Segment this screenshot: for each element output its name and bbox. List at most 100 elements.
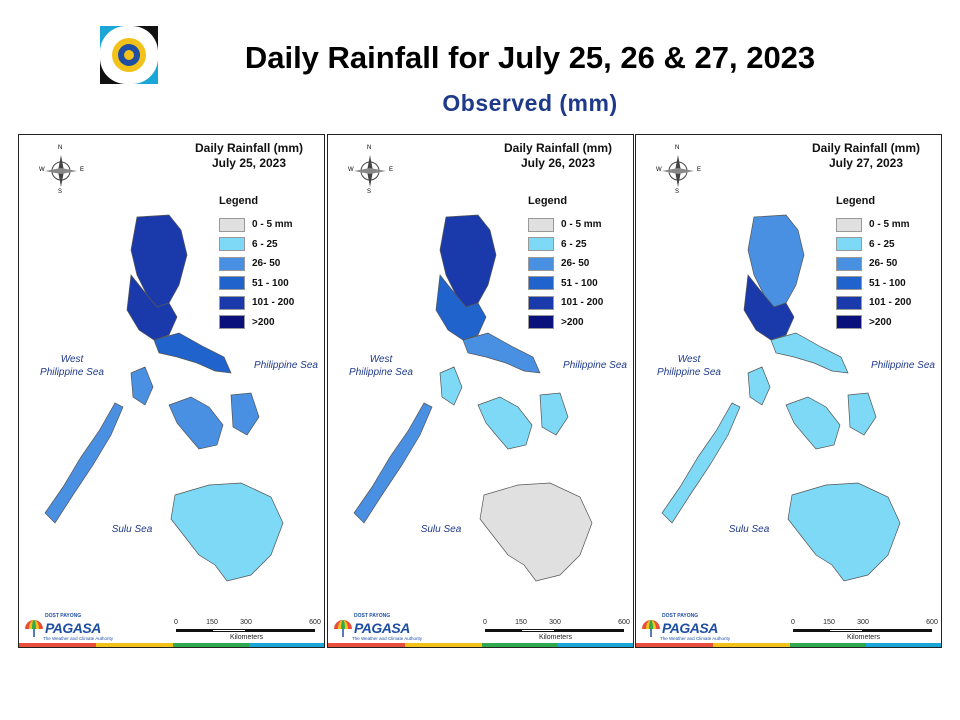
brand-tagline: The Weather and Climate Authority	[660, 636, 730, 641]
legend-item: >200	[219, 313, 319, 333]
pagasa-brand-logo: DOST PAYONG PAGASA The Weather and Clima…	[640, 609, 730, 645]
map-title: Daily Rainfall (mm) July 26, 2023	[483, 141, 633, 171]
legend-label: 101 - 200	[561, 297, 604, 309]
legend-swatch	[528, 315, 554, 330]
scale-tick: 300	[240, 619, 252, 626]
legend-item: 101 - 200	[219, 293, 319, 313]
brand-name: PAGASA	[662, 620, 718, 636]
brand-color-stripe	[636, 643, 941, 647]
scale-unit: Kilometers	[538, 634, 573, 641]
region-luzon-south	[462, 332, 541, 374]
sea-label-west-philippine-sea: West Philippine Sea	[37, 353, 107, 379]
payong-umbrella-icon	[25, 620, 43, 637]
scale-tick: 600	[926, 619, 938, 626]
scale-segment	[521, 629, 555, 632]
sea-label-line: West	[60, 354, 84, 365]
sea-label-line: Philippine Sea	[657, 367, 721, 378]
compass-s-label: S	[367, 189, 372, 195]
region-palawan	[353, 402, 433, 524]
region-luzon-south	[770, 332, 849, 374]
brand-top: DOST PAYONG	[662, 613, 699, 619]
legend-label: 6 - 25	[869, 238, 895, 250]
sea-label-sulu-sea: Sulu Sea	[420, 524, 462, 535]
scale-tick: 600	[618, 619, 630, 626]
legend-swatch	[836, 276, 862, 291]
legend-swatch	[836, 237, 862, 252]
map-title-line1: Daily Rainfall (mm)	[194, 141, 304, 155]
sea-label-philippine-sea: Philippine Sea	[871, 360, 935, 371]
legend-label: 101 - 200	[869, 297, 912, 309]
legend-swatch	[528, 217, 554, 232]
sea-label-sulu-sea: Sulu Sea	[728, 524, 770, 535]
legend-swatch	[528, 237, 554, 252]
legend-swatch	[836, 256, 862, 271]
legend-swatch	[836, 315, 862, 330]
pagasa-brand-logo: DOST PAYONG PAGASA The Weather and Clima…	[332, 609, 422, 645]
region-visayas	[130, 366, 260, 450]
legend-swatch	[219, 237, 245, 252]
scale-tick: 150	[206, 619, 218, 626]
scale-segment	[793, 629, 829, 632]
compass-e-label: E	[697, 167, 702, 173]
compass-w-label: W	[39, 167, 45, 173]
scale-segment	[212, 629, 246, 632]
legend-label: 0 - 5 mm	[561, 219, 602, 231]
map-panel-july-27: N S W E Daily Rainfall (mm) July 27, 202…	[635, 134, 942, 648]
legend-title: Legend	[528, 195, 568, 207]
legend-swatch	[219, 217, 245, 232]
scale-tick: 0	[791, 619, 795, 626]
compass-s-label: S	[58, 189, 63, 195]
legend-item: >200	[836, 313, 936, 333]
map-panels: N S W E Daily Rainfall (mm) July 25, 202…	[18, 134, 943, 648]
legend-item: 26- 50	[836, 254, 936, 274]
legend-item: 26- 50	[528, 254, 628, 274]
brand-top: DOST PAYONG	[45, 613, 82, 619]
legend-label: 51 - 100	[252, 277, 289, 289]
legend-item: 26- 50	[219, 254, 319, 274]
legend-label: 26- 50	[252, 258, 281, 270]
legend-item: >200	[528, 313, 628, 333]
legend-swatch	[219, 256, 245, 271]
legend-title: Legend	[836, 195, 876, 207]
legend-swatch	[528, 256, 554, 271]
sea-label-line: West	[369, 354, 393, 365]
sea-label-west-philippine-sea: West Philippine Sea	[346, 353, 416, 379]
legend-label: 101 - 200	[252, 297, 295, 309]
legend-item: 6 - 25	[836, 235, 936, 255]
compass-rose-icon: N S W E	[656, 145, 702, 195]
legend-item: 51 - 100	[836, 274, 936, 294]
scale-unit: Kilometers	[229, 634, 264, 641]
legend-label: >200	[252, 316, 275, 328]
brand-top: DOST PAYONG	[354, 613, 391, 619]
legend-swatch	[219, 276, 245, 291]
brand-tagline: The Weather and Climate Authority	[352, 636, 422, 641]
scale-tick: 300	[549, 619, 561, 626]
legend-swatch	[219, 295, 245, 310]
region-mindanao	[170, 482, 284, 582]
legend-item: 6 - 25	[219, 235, 319, 255]
legend-label: 26- 50	[561, 258, 590, 270]
legend-item: 101 - 200	[528, 293, 628, 313]
region-luzon-central	[126, 274, 178, 341]
scale-segment	[246, 629, 315, 632]
brand-color-stripe	[19, 643, 324, 647]
sea-label-west-philippine-sea: West Philippine Sea	[654, 353, 724, 379]
legend-label: 26- 50	[869, 258, 898, 270]
legend-label: >200	[869, 316, 892, 328]
legend-swatch	[219, 315, 245, 330]
legend-swatch	[528, 276, 554, 291]
region-mindanao	[479, 482, 593, 582]
map-title: Daily Rainfall (mm) July 27, 2023	[791, 141, 941, 171]
legend-title: Legend	[219, 195, 259, 207]
scale-bar: 0 150 300 600 Kilometers	[483, 619, 630, 645]
compass-w-label: W	[348, 167, 354, 173]
scale-segment	[829, 629, 863, 632]
legend-item: 101 - 200	[836, 293, 936, 313]
sea-label-line: West	[677, 354, 701, 365]
brand-tagline: The Weather and Climate Authority	[43, 636, 113, 641]
scale-unit: Kilometers	[846, 634, 881, 641]
map-title-line2: July 27, 2023	[828, 156, 904, 170]
map-panel-july-25: N S W E Daily Rainfall (mm) July 25, 202…	[18, 134, 325, 648]
map-panel-july-26: N S W E Daily Rainfall (mm) July 26, 202…	[327, 134, 634, 648]
scale-segment	[555, 629, 624, 632]
